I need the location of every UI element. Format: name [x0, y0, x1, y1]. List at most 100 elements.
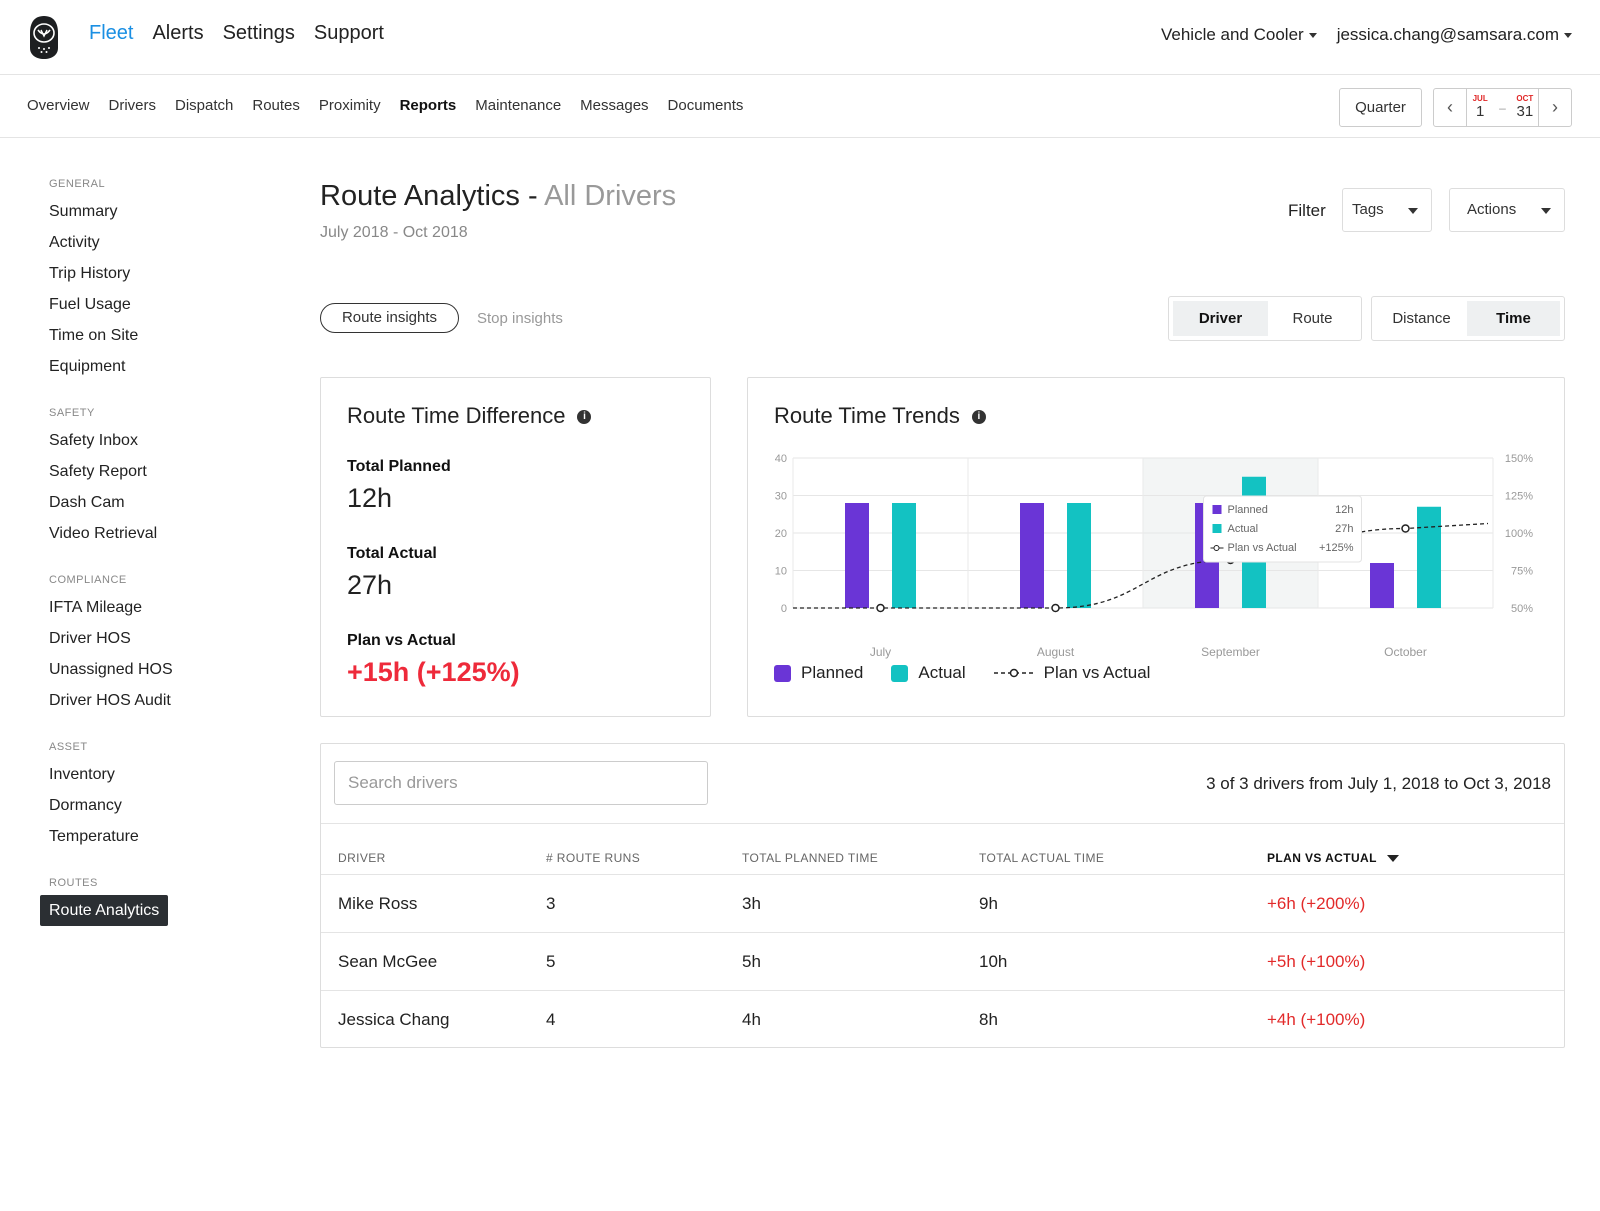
sidebar-item-inventory[interactable]: Inventory: [49, 766, 115, 783]
cell-driver: Jessica Chang: [338, 1010, 450, 1029]
cell-planned-time: 5h: [742, 952, 761, 971]
org-name: Vehicle and Cooler: [1160, 25, 1304, 44]
legend-label-plan-vs-actual: Plan vs Actual: [1043, 663, 1151, 682]
start-date: JUL 1: [1467, 94, 1493, 121]
y-tick-label: 20: [775, 528, 787, 540]
toggle-distance[interactable]: Distance: [1392, 310, 1451, 327]
card-title: Route Time Difference i: [347, 403, 592, 429]
table-row[interactable]: Jessica Chang 4 4h 8h +4h (+100%): [321, 990, 1564, 1048]
info-icon[interactable]: i: [971, 410, 986, 425]
chart-legend: Planned Actual Plan vs Actual: [774, 663, 1150, 683]
sidebar-item-driver-hos[interactable]: Driver HOS: [49, 630, 131, 647]
sidebar-item-trip-history[interactable]: Trip History: [49, 265, 131, 282]
subnav-overview[interactable]: Overview: [27, 97, 90, 114]
column-header-driver[interactable]: DRIVER: [338, 851, 386, 865]
end-month: OCT: [1516, 94, 1534, 103]
tooltip-swatch: [1212, 524, 1222, 533]
tooltip-label: Planned: [1228, 504, 1268, 516]
top-nav: Fleet Alerts Settings Support: [89, 22, 384, 45]
cell-route-runs: 5: [546, 952, 556, 971]
y2-tick-label: 50%: [1511, 603, 1533, 615]
card-title-text: Route Time Difference: [347, 403, 566, 428]
total-planned-value: 12h: [347, 483, 393, 513]
x-tick-label: September: [1201, 645, 1260, 659]
sidebar-item-time-on-site[interactable]: Time on Site: [49, 327, 139, 344]
bar-actual: [1067, 503, 1091, 608]
cell-route-runs: 4: [546, 1010, 556, 1029]
cell-route-runs: 3: [546, 894, 556, 913]
tooltip-value: 27h: [1335, 523, 1353, 535]
table-row[interactable]: Sean McGee 5 5h 10h +5h (+100%): [321, 932, 1564, 990]
sidebar-section-safety: SAFETY Safety Inbox Safety Report Dash C…: [40, 407, 260, 549]
column-header-route-runs[interactable]: # ROUTE RUNS: [546, 851, 641, 865]
subnav-maintenance[interactable]: Maintenance: [475, 97, 562, 114]
table-row[interactable]: Mike Ross 3 3h 9h +6h (+200%): [321, 874, 1564, 932]
sidebar-item-driver-hos-audit[interactable]: Driver HOS Audit: [49, 692, 171, 709]
sidebar-header: GENERAL: [49, 178, 106, 190]
range-dash: –: [1499, 100, 1506, 115]
start-month: JUL: [1472, 94, 1488, 103]
sidebar-section-compliance: COMPLIANCE IFTA Mileage Driver HOS Unass…: [40, 574, 260, 716]
sidebar-header: SAFETY: [49, 407, 95, 419]
cell-plan-vs-actual: +5h (+100%): [1267, 952, 1366, 971]
driver-count-text: 3 of 3 drivers from July 1, 2018 to Oct …: [1206, 774, 1551, 793]
sidebar-item-temperature[interactable]: Temperature: [49, 828, 139, 845]
owl-logo-icon[interactable]: [28, 14, 60, 60]
top-nav-settings[interactable]: Settings: [222, 22, 295, 44]
y2-tick-label: 75%: [1511, 566, 1533, 578]
sidebar-item-unassigned-hos[interactable]: Unassigned HOS: [49, 661, 173, 678]
legend-swatch-planned: [774, 664, 791, 682]
chevron-left-icon[interactable]: ‹: [1434, 89, 1467, 126]
subnav-dispatch[interactable]: Dispatch: [175, 97, 234, 114]
tab-stop-insights[interactable]: Stop insights: [477, 310, 563, 327]
sidebar-item-route-analytics[interactable]: Route Analytics: [40, 895, 169, 926]
actions-dropdown[interactable]: Actions: [1449, 188, 1565, 232]
period-button[interactable]: Quarter: [1339, 88, 1422, 127]
sidebar-item-activity[interactable]: Activity: [49, 234, 100, 251]
column-header-actual-time[interactable]: TOTAL ACTUAL TIME: [979, 851, 1105, 865]
sidebar-item-dormancy[interactable]: Dormancy: [49, 797, 122, 814]
subnav-proximity[interactable]: Proximity: [318, 97, 381, 114]
sidebar-item-summary[interactable]: Summary: [49, 203, 118, 220]
column-header-plan-vs-actual-label: PLAN VS ACTUAL: [1267, 851, 1377, 865]
tags-dropdown[interactable]: Tags: [1342, 188, 1432, 232]
column-header-plan-vs-actual[interactable]: PLAN VS ACTUAL: [1267, 851, 1399, 865]
sidebar-item-equipment[interactable]: Equipment: [49, 358, 126, 375]
subnav-documents[interactable]: Documents: [667, 97, 744, 114]
toggle-time[interactable]: Time: [1467, 301, 1560, 336]
cell-plan-vs-actual: +6h (+200%): [1267, 894, 1366, 913]
user-menu[interactable]: jessica.chang@samsara.com: [1337, 25, 1572, 45]
column-header-planned-time[interactable]: TOTAL PLANNED TIME: [742, 851, 879, 865]
toggle-driver[interactable]: Driver: [1173, 301, 1268, 336]
subnav-reports[interactable]: Reports: [399, 97, 457, 114]
sidebar-item-safety-inbox[interactable]: Safety Inbox: [49, 432, 138, 449]
cell-planned-time: 4h: [742, 1010, 761, 1029]
sidebar-item-video-retrieval[interactable]: Video Retrieval: [49, 525, 158, 542]
cell-actual-time: 8h: [979, 1010, 998, 1029]
top-nav-alerts[interactable]: Alerts: [152, 22, 204, 44]
search-drivers-input[interactable]: [334, 761, 708, 805]
tab-route-insights[interactable]: Route insights: [320, 303, 459, 333]
sidebar-item-ifta-mileage[interactable]: IFTA Mileage: [49, 599, 143, 616]
tooltip-value: +125%: [1319, 542, 1354, 554]
y-tick-label: 30: [775, 491, 787, 503]
subnav-routes[interactable]: Routes: [252, 97, 300, 114]
legend-planned: Planned: [774, 663, 863, 683]
info-icon[interactable]: i: [577, 410, 592, 425]
sidebar-item-dash-cam[interactable]: Dash Cam: [49, 494, 125, 511]
sort-desc-icon[interactable]: [1386, 855, 1399, 863]
subnav-messages[interactable]: Messages: [580, 97, 649, 114]
toggle-route[interactable]: Route: [1292, 310, 1333, 327]
sidebar-item-safety-report[interactable]: Safety Report: [49, 463, 147, 480]
tooltip-value: 12h: [1335, 504, 1353, 516]
subnav-drivers[interactable]: Drivers: [108, 97, 157, 114]
sidebar-item-fuel-usage[interactable]: Fuel Usage: [49, 296, 131, 313]
tooltip-point-marker: [1213, 545, 1220, 551]
sub-nav: Overview Drivers Dispatch Routes Proximi…: [0, 75, 1600, 138]
top-nav-support[interactable]: Support: [313, 22, 384, 44]
chevron-right-icon[interactable]: ›: [1538, 89, 1571, 126]
route-time-trends-card: Route Time Trends i 0 50% 10 75% 20 100% 30 125%…: [747, 377, 1565, 717]
date-range-picker[interactable]: JUL 1 – OCT 31: [1467, 89, 1538, 126]
org-selector[interactable]: Vehicle and Cooler: [1161, 25, 1317, 45]
top-nav-fleet[interactable]: Fleet: [89, 22, 134, 44]
